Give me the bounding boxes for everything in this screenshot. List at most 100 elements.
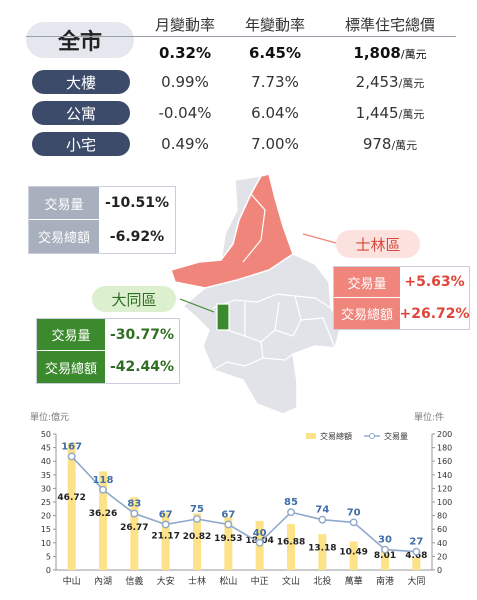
volume-point bbox=[381, 545, 389, 554]
type-price-unit: /萬元 bbox=[398, 108, 425, 121]
type-monthly: 0.49% bbox=[161, 135, 209, 153]
left-tick-label: 5 bbox=[46, 552, 51, 561]
header-divider bbox=[26, 36, 456, 37]
right-tick-label: 40 bbox=[437, 539, 447, 548]
volume-line bbox=[71, 455, 417, 553]
left-unit-label: 單位:億元 bbox=[30, 413, 70, 423]
district-border bbox=[212, 293, 332, 309]
type-price: 1,445/萬元 bbox=[320, 104, 460, 122]
legend-line-marker bbox=[369, 433, 375, 439]
volume-point bbox=[318, 515, 327, 524]
city-amount-value: -6.92% bbox=[109, 228, 165, 245]
bar bbox=[99, 471, 107, 570]
bar bbox=[161, 512, 170, 570]
right-tick-label: 140 bbox=[437, 471, 452, 480]
right-tick-label: 160 bbox=[437, 457, 452, 466]
legend-bar-swatch bbox=[306, 433, 316, 439]
type-yearly: 7.00% bbox=[251, 135, 299, 153]
bar-value-label: 13.18 bbox=[308, 543, 336, 553]
city-monthly: 0.32% bbox=[158, 44, 212, 62]
volume-point bbox=[193, 515, 201, 523]
header-yearly: 年變動率 bbox=[244, 16, 305, 34]
bar bbox=[349, 541, 358, 570]
left-tick-label: 20 bbox=[41, 512, 51, 521]
bar-value-label: 26.77 bbox=[120, 523, 148, 533]
volume-value-label: 70 bbox=[347, 507, 361, 518]
city-price-unit: /萬元 bbox=[400, 48, 427, 61]
bar bbox=[130, 497, 139, 570]
beitou-border bbox=[242, 193, 266, 263]
bar bbox=[381, 548, 389, 570]
shilin-stats-box: 交易量 +5.63% 交易總額 +26.72% bbox=[333, 266, 470, 330]
bar bbox=[67, 442, 76, 570]
category-label: 大安 bbox=[157, 575, 175, 587]
bar bbox=[287, 524, 295, 570]
category-label: 松山 bbox=[219, 575, 237, 587]
type-yearly: 6.04% bbox=[251, 104, 299, 122]
city-label: 全市 bbox=[26, 22, 134, 58]
type-price: 2,453/萬元 bbox=[320, 73, 460, 91]
bar-value-label: 4.68 bbox=[405, 551, 427, 561]
type-price-value: 1,445 bbox=[355, 104, 399, 122]
category-label: 內湖 bbox=[94, 576, 112, 587]
left-tick-label: 15 bbox=[41, 525, 51, 534]
volume-value-label: 67 bbox=[159, 509, 173, 520]
volume-point bbox=[287, 508, 295, 517]
left-tick-label: 45 bbox=[41, 444, 51, 453]
shilin-volume-label: 交易量 bbox=[334, 267, 400, 298]
bar-value-label: 8.01 bbox=[374, 551, 396, 561]
bar bbox=[318, 534, 327, 570]
shilin-name-tag: 士林區 bbox=[336, 230, 420, 258]
volume-point bbox=[224, 520, 233, 529]
datong-district bbox=[216, 303, 230, 331]
city-yearly: 6.45% bbox=[248, 44, 302, 62]
right-tick-label: 180 bbox=[437, 444, 452, 453]
volume-value-label: 74 bbox=[315, 505, 329, 516]
bar-value-label: 16.88 bbox=[277, 538, 305, 548]
category-label: 中山 bbox=[63, 575, 81, 587]
legend-line-label: 交易量 bbox=[384, 431, 408, 441]
volume-point bbox=[161, 520, 170, 529]
bar-value-label: 20.82 bbox=[183, 532, 211, 542]
right-tick-label: 100 bbox=[437, 498, 452, 507]
legend-bar-label: 交易總額 bbox=[320, 431, 352, 441]
bar-value-label: 36.26 bbox=[89, 509, 117, 519]
bar-value-label: 21.17 bbox=[151, 531, 179, 541]
left-tick-label: 40 bbox=[41, 457, 51, 466]
category-label: 中正 bbox=[251, 575, 269, 587]
volume-value-label: 118 bbox=[93, 475, 114, 486]
volume-point bbox=[349, 518, 358, 527]
category-label: 大同 bbox=[407, 575, 425, 587]
shilin-district bbox=[170, 173, 294, 289]
district-border bbox=[212, 329, 264, 371]
city-price-value: 1,808 bbox=[353, 44, 401, 62]
bar-value-label: 10.49 bbox=[339, 547, 367, 557]
right-tick-label: 60 bbox=[437, 525, 447, 534]
city-price: 1,808/萬元 bbox=[320, 44, 460, 62]
volume-value-label: 83 bbox=[127, 499, 141, 510]
bar bbox=[412, 557, 421, 570]
header-monthly: 月變動率 bbox=[154, 16, 215, 34]
volume-point bbox=[255, 538, 264, 547]
right-tick-label: 200 bbox=[437, 430, 452, 439]
type-label-building: 大樓 bbox=[32, 70, 130, 94]
datong-stats-box: 交易量 -30.77% 交易總額 -42.44% bbox=[36, 318, 180, 384]
type-price-unit: /萬元 bbox=[398, 77, 425, 90]
volume-point bbox=[412, 547, 421, 556]
category-label: 北投 bbox=[313, 575, 331, 587]
datong-amount-value: -42.44% bbox=[109, 359, 175, 375]
right-tick-label: 120 bbox=[437, 484, 452, 493]
volume-value-label: 67 bbox=[221, 509, 235, 520]
volume-point bbox=[99, 485, 107, 494]
city-amount-label: 交易總額 bbox=[29, 220, 99, 253]
shilin-amount-label: 交易總額 bbox=[334, 298, 400, 329]
district-transaction-chart: 0 5 10 15 20 25 30 35 40 45 50 0 20 40 60 80 100 120 140 16… bbox=[41, 430, 452, 587]
volume-point bbox=[67, 452, 76, 461]
district-border bbox=[262, 317, 336, 361]
category-label: 南港 bbox=[376, 575, 394, 587]
type-price-value: 978 bbox=[362, 135, 392, 153]
type-label-small-unit: 小宅 bbox=[32, 132, 130, 156]
volume-value-label: 30 bbox=[378, 535, 392, 546]
type-monthly: 0.99% bbox=[161, 73, 209, 91]
